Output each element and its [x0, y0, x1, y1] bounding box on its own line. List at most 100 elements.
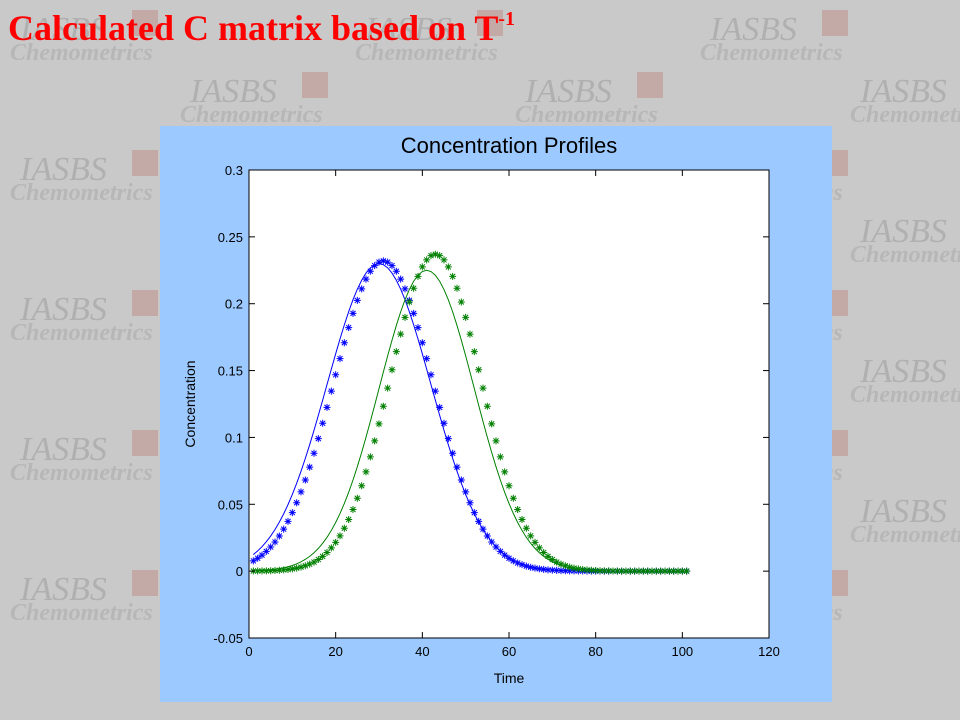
data-point-marker [440, 419, 448, 427]
data-point-marker [314, 556, 322, 564]
svg-text:Chemometrics: Chemometrics [180, 102, 323, 128]
data-point-marker [522, 562, 530, 570]
data-point-marker [340, 339, 348, 347]
data-point-marker [262, 567, 270, 575]
x-tick-label: 120 [758, 644, 780, 659]
data-point-marker [618, 567, 626, 575]
data-point-marker [392, 267, 400, 275]
data-point-marker [514, 559, 522, 567]
data-point-marker [444, 263, 452, 271]
data-point-marker [388, 366, 396, 374]
data-point-marker [453, 284, 461, 292]
data-point-marker [384, 258, 392, 266]
svg-text:Chemometrics: Chemometrics [515, 102, 658, 128]
data-point-marker [505, 554, 513, 562]
data-point-marker [293, 499, 301, 507]
data-point-marker [319, 419, 327, 427]
data-point-marker [375, 258, 383, 266]
data-point-marker [401, 285, 409, 293]
data-point-marker [648, 567, 656, 575]
data-point-marker [561, 562, 569, 570]
svg-text:Chemometrics: Chemometrics [700, 40, 843, 66]
data-point-marker [410, 284, 418, 292]
data-point-marker [462, 488, 470, 496]
svg-text:Chemometrics: Chemometrics [850, 522, 960, 548]
data-point-marker [509, 494, 517, 502]
slide-title-text: Calculated C matrix based on T [8, 8, 499, 48]
data-point-marker [514, 505, 522, 513]
data-point-marker [475, 517, 483, 525]
data-point-marker [423, 355, 431, 363]
data-point-marker [288, 565, 296, 573]
data-point-marker [466, 330, 474, 338]
data-point-marker [366, 267, 374, 275]
figure-window: 0 20 40 60 80 100 120 -0.05 0 0.05 0.1 0.15 0.2 0.25 0… [160, 126, 832, 702]
data-point-marker [258, 551, 266, 559]
data-point-marker [440, 256, 448, 264]
data-point-marker [548, 566, 556, 574]
x-tick-label: 100 [671, 644, 693, 659]
data-point-marker [371, 262, 379, 270]
data-point-marker [323, 549, 331, 557]
data-point-marker [297, 563, 305, 571]
data-point-marker [501, 468, 509, 476]
data-point-marker [613, 567, 621, 575]
data-point-marker [535, 565, 543, 573]
data-point-marker [631, 567, 639, 575]
data-point-marker [449, 449, 457, 457]
data-point-marker [639, 567, 647, 575]
data-point-marker [362, 468, 370, 476]
data-point-marker [557, 567, 565, 575]
svg-text:Chemometrics: Chemometrics [10, 320, 153, 346]
data-point-marker [661, 567, 669, 575]
data-point-marker [258, 567, 266, 575]
data-point-marker [323, 403, 331, 411]
data-point-marker [587, 566, 595, 574]
svg-text:Chemometrics: Chemometrics [10, 40, 153, 66]
data-point-marker [431, 250, 439, 258]
data-point-marker [254, 567, 262, 575]
data-point-marker [678, 567, 686, 575]
y-tick-label: 0.1 [225, 430, 243, 445]
data-point-marker [444, 435, 452, 443]
data-point-marker [332, 538, 340, 546]
svg-text:IASBS: IASBS [524, 73, 612, 110]
data-point-marker [540, 565, 548, 573]
data-point-marker [644, 567, 652, 575]
data-point-marker [284, 517, 292, 525]
data-point-marker [540, 549, 548, 557]
data-point-marker [466, 499, 474, 507]
data-point-marker [271, 538, 279, 546]
y-tick-label: 0 [236, 564, 243, 579]
data-point-marker [306, 463, 314, 471]
data-point-marker [665, 567, 673, 575]
svg-text:Chemometrics: Chemometrics [355, 40, 498, 66]
data-point-marker [557, 560, 565, 568]
data-point-marker [397, 275, 405, 283]
data-point-marker [535, 544, 543, 552]
data-point-marker [479, 525, 487, 533]
data-point-marker [509, 557, 517, 565]
svg-text:IASBS: IASBS [19, 11, 107, 48]
data-point-marker [345, 515, 353, 523]
data-point-marker [375, 420, 383, 428]
data-point-marker [280, 566, 288, 574]
svg-text:Chemometrics: Chemometrics [850, 382, 960, 408]
data-point-marker [267, 567, 275, 575]
series-markers-4 [249, 250, 691, 575]
data-point-marker [349, 505, 357, 513]
svg-text:Chemometrics: Chemometrics [850, 102, 960, 128]
data-point-marker [483, 402, 491, 410]
data-point-marker [496, 547, 504, 555]
data-point-marker [310, 558, 318, 566]
data-point-marker [327, 387, 335, 395]
data-point-marker [527, 563, 535, 571]
svg-text:IASBS: IASBS [364, 11, 452, 48]
data-point-marker [366, 453, 374, 461]
y-axis-label: Concentration [182, 360, 198, 447]
y-tick-label: 0.3 [225, 163, 243, 178]
